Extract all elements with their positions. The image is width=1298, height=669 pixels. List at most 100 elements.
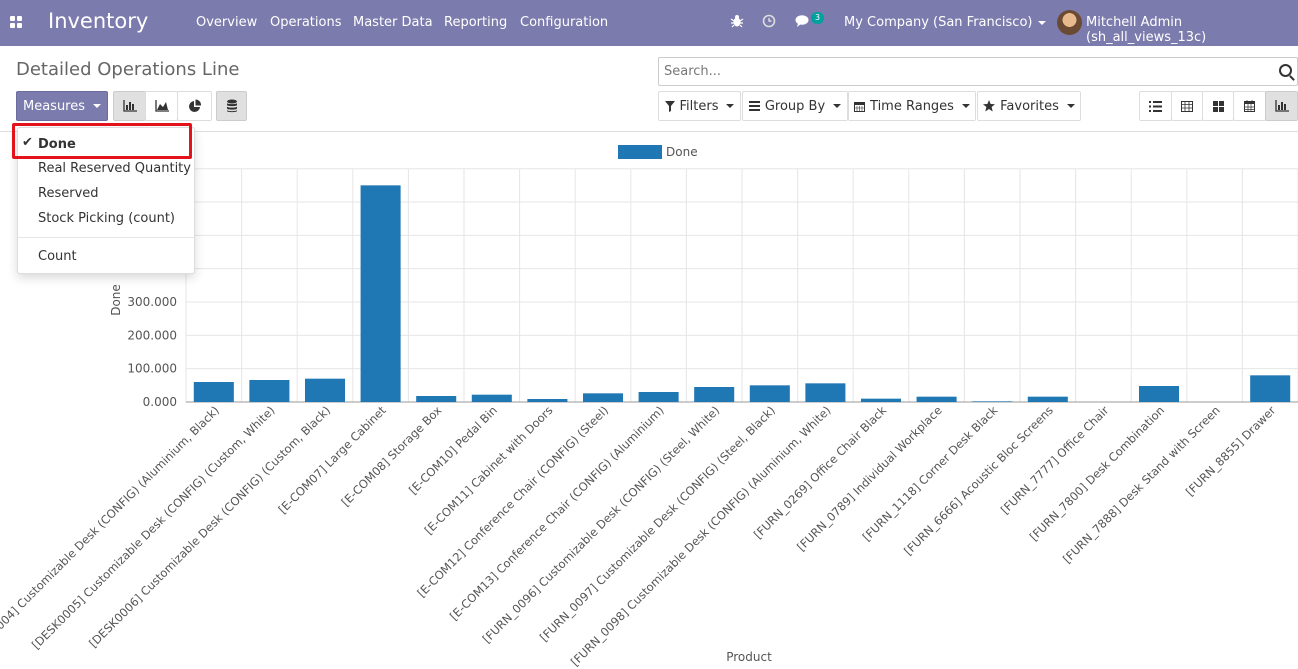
dropdown-divider: [18, 237, 194, 238]
search-bar: [658, 57, 1298, 86]
list-icon: [1149, 100, 1162, 112]
kanban-view-button[interactable]: [1202, 91, 1234, 121]
pie-chart-icon: [188, 99, 201, 112]
bar[interactable]: [1027, 396, 1068, 402]
bars-icon: [748, 101, 760, 111]
menu-master-data[interactable]: Master Data: [353, 15, 433, 30]
chevron-down-icon: [726, 104, 735, 108]
x-tick-label: [E-COM08] Storage Box: [338, 403, 444, 509]
legend-label-done[interactable]: Done: [666, 145, 698, 159]
measures-button[interactable]: Measures: [16, 91, 108, 121]
x-tick-label: [FURN_7777] Office Chair: [998, 403, 1112, 517]
calendar-icon: [1244, 100, 1255, 112]
bar[interactable]: [193, 382, 234, 402]
legend-swatch: [618, 145, 662, 159]
chevron-down-icon: [93, 104, 102, 108]
bar[interactable]: [694, 387, 735, 402]
y-tick-label: 0.000: [143, 395, 177, 409]
stacked-button[interactable]: [216, 91, 247, 121]
selected-measure-highlight: [12, 123, 192, 159]
bar-chart-icon: [122, 100, 137, 112]
filters-button[interactable]: Filters: [658, 91, 741, 121]
x-tick-label: [DESK0006] Customizable Desk (CONFIG) (C…: [86, 403, 333, 650]
favorites-button[interactable]: Favorites: [977, 91, 1081, 121]
bar[interactable]: [471, 394, 512, 402]
time-ranges-button[interactable]: Time Ranges: [848, 91, 976, 121]
search-icon[interactable]: [1279, 64, 1292, 77]
area-chart-icon: [154, 100, 169, 112]
filters-label: Filters: [679, 98, 719, 114]
calendar-icon: [854, 101, 866, 112]
bar[interactable]: [249, 380, 290, 402]
menu-reporting[interactable]: Reporting: [444, 15, 508, 30]
bar-chart-button[interactable]: [113, 91, 146, 121]
pie-chart-button[interactable]: [177, 91, 212, 121]
app-brand[interactable]: Inventory: [48, 9, 149, 33]
x-tick-label: [E-COM07] Large Cabinet: [275, 403, 389, 517]
chart-legend[interactable]: Done: [618, 145, 698, 159]
graph-view-button[interactable]: [1265, 91, 1298, 121]
chevron-down-icon: [1066, 104, 1075, 108]
bar-chart-icon: [1274, 100, 1289, 112]
menu-operations[interactable]: Operations: [270, 15, 342, 30]
avatar[interactable]: [1057, 10, 1082, 35]
x-tick-label: [FURN_0098] Customizable Desk (CONFIG) (…: [568, 403, 834, 669]
chart-bars: [193, 185, 1291, 402]
menu-overview[interactable]: Overview: [196, 15, 258, 30]
table-icon: [1181, 100, 1193, 112]
list-view-button[interactable]: [1139, 91, 1172, 121]
pivot-view-button[interactable]: [1171, 91, 1203, 121]
bar[interactable]: [860, 398, 902, 402]
chevron-down-icon: [833, 104, 842, 108]
search-input[interactable]: [659, 58, 1259, 85]
bar[interactable]: [416, 396, 457, 402]
star-icon: [983, 100, 996, 112]
x-tick-label: [DESK0005] Customizable Desk (CONFIG) (C…: [29, 403, 278, 652]
bar[interactable]: [527, 399, 568, 402]
company-switcher[interactable]: My Company (San Francisco): [844, 15, 1047, 30]
chat-icon[interactable]: [795, 14, 811, 32]
chevron-down-icon: [1038, 20, 1047, 25]
page-title: Detailed Operations Line: [16, 59, 240, 80]
bug-icon[interactable]: [730, 14, 744, 32]
group-by-button[interactable]: Group By: [742, 91, 848, 121]
apps-menu-icon[interactable]: [10, 16, 23, 29]
y-tick-label: 100.000: [127, 362, 177, 376]
user-name[interactable]: Mitchell Admin (sh_all_views_13c): [1086, 15, 1207, 45]
bar-chart: 0.000 100.000 200.000 300.000 [DESK0004] Cu…: [0, 145, 1298, 669]
line-chart-button[interactable]: [145, 91, 178, 121]
favorites-label: Favorites: [1000, 98, 1059, 114]
bar[interactable]: [304, 378, 346, 402]
bar[interactable]: [805, 383, 846, 402]
measure-stock-picking-count[interactable]: Stock Picking (count): [38, 211, 176, 226]
group-by-label: Group By: [764, 98, 826, 114]
bar[interactable]: [749, 385, 790, 402]
y-tick-label: 300.000: [127, 295, 177, 309]
database-icon: [226, 99, 237, 113]
bar[interactable]: [1138, 386, 1180, 402]
x-tick-label: [E-COM13] Conference Chair (CONFIG) (Alu…: [447, 403, 667, 623]
clock-icon[interactable]: [762, 14, 776, 32]
company-name: My Company (San Francisco): [844, 15, 1033, 30]
calendar-view-button[interactable]: [1233, 91, 1266, 121]
bar[interactable]: [638, 392, 679, 402]
measure-real-reserved-quantity[interactable]: Real Reserved Quantity: [38, 161, 191, 176]
check-icon: ✔: [22, 135, 33, 150]
bar[interactable]: [582, 393, 624, 402]
menu-configuration[interactable]: Configuration: [520, 15, 609, 30]
x-axis-title: Product: [726, 650, 772, 664]
bar[interactable]: [916, 396, 957, 402]
bar[interactable]: [972, 401, 1013, 402]
y-tick-label: 200.000: [127, 328, 177, 342]
chart-grid: [185, 168, 1298, 403]
chevron-down-icon: [961, 104, 970, 108]
bar[interactable]: [1250, 375, 1291, 402]
measure-reserved[interactable]: Reserved: [38, 186, 99, 201]
measure-count[interactable]: Count: [38, 249, 77, 264]
filter-icon: [664, 100, 675, 112]
y-axis-title: Done: [109, 284, 123, 316]
bar[interactable]: [360, 185, 401, 402]
time-ranges-label: Time Ranges: [870, 98, 954, 114]
top-navbar: Inventory Overview Operations Master Dat…: [0, 0, 1298, 46]
measure-done[interactable]: Done: [38, 137, 76, 152]
